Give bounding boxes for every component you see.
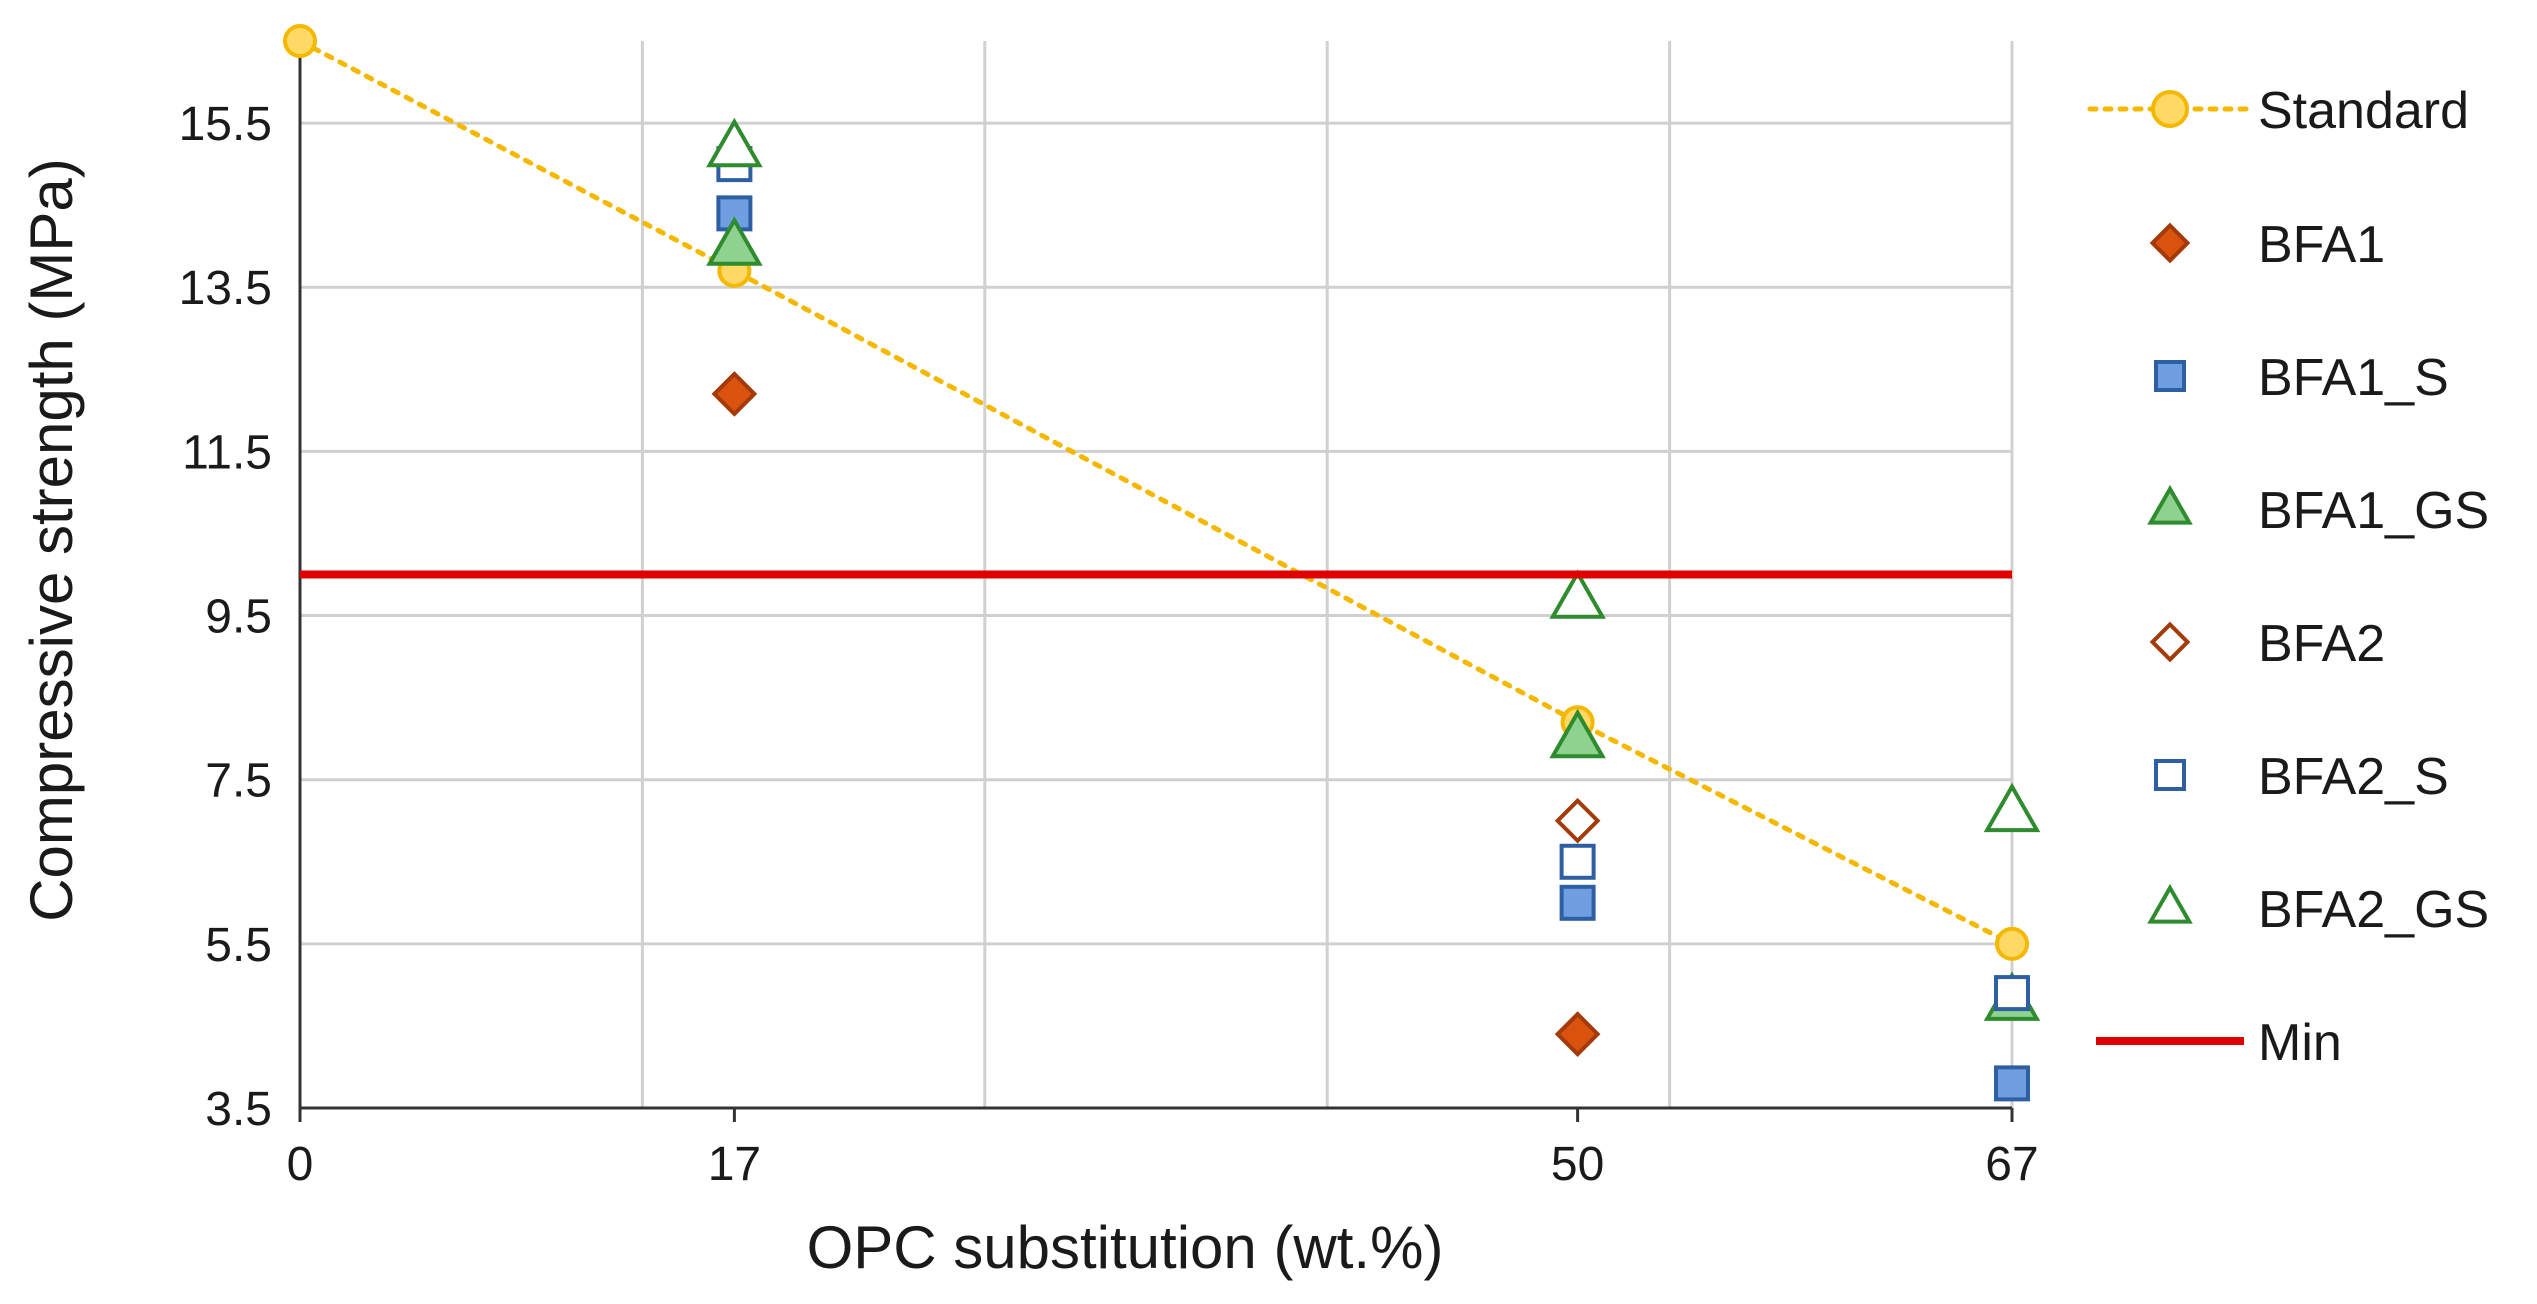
legend-label-bfa1: BFA1 xyxy=(2258,216,2385,274)
data-point-bfa2-gs xyxy=(706,117,763,168)
legend-label-bfa2-s: BFA2_S xyxy=(2258,748,2449,806)
legend-label-min: Min xyxy=(2258,1014,2342,1072)
data-point-bfa2 xyxy=(1554,797,1601,844)
series-line-standard xyxy=(297,38,2015,947)
y-tick-label: 15.5 xyxy=(179,98,272,151)
y-tick-label: 9.5 xyxy=(205,591,272,644)
legend-marker-bfa2-s xyxy=(2154,759,2186,791)
legend-marker-bfa1-gs xyxy=(2147,484,2193,525)
legend-label-bfa2: BFA2 xyxy=(2258,615,2385,673)
data-point-bfa1 xyxy=(711,371,758,417)
x-axis-title: OPC substitution (wt.%) xyxy=(807,1214,1444,1281)
legend-label-bfa1-s: BFA1_S xyxy=(2258,349,2449,407)
data-point-standard xyxy=(283,24,317,58)
y-tick-label: 11.5 xyxy=(182,426,272,479)
y-axis-title: Compressive strength (MPa) xyxy=(18,158,85,922)
legend-label-bfa2-gs: BFA2_GS xyxy=(2258,881,2489,939)
x-tick-label: 0 xyxy=(287,1138,314,1191)
y-tick-label: 3.5 xyxy=(205,1083,272,1136)
data-point-bfa2-s xyxy=(1559,843,1596,880)
legend-layer: Standard BFA1 BFA1_S BFA1_GS BFA2 BFA2_S BFA2_… xyxy=(2087,82,2489,1072)
data-point-bfa2-gs xyxy=(1549,569,1606,619)
data-point-bfa1-s xyxy=(1559,884,1596,921)
series-layer xyxy=(283,24,2041,1102)
x-tick-label: 17 xyxy=(708,1138,761,1191)
legend-marker-bfa2-gs xyxy=(2147,883,2193,924)
data-point-bfa1-gs xyxy=(1549,708,1606,759)
legend-label-standard: Standard xyxy=(2258,82,2469,140)
data-point-bfa2-s xyxy=(1994,975,2030,1012)
y-tick-label: 5.5 xyxy=(205,919,272,972)
legend-label-bfa1-gs: BFA1_GS xyxy=(2258,482,2489,540)
legend-marker-bfa2 xyxy=(2149,621,2191,663)
data-point-bfa1-s xyxy=(1994,1065,2030,1102)
x-tick-label: 50 xyxy=(1551,1138,1604,1191)
y-tick-label: 7.5 xyxy=(205,755,272,808)
data-point-bfa1-gs xyxy=(706,216,763,266)
legend-marker-bfa1 xyxy=(2149,222,2191,264)
data-point-standard xyxy=(1995,926,2029,961)
data-point-bfa1 xyxy=(1554,1011,1601,1057)
y-tick-label: 13.5 xyxy=(179,262,272,315)
data-point-bfa2-gs xyxy=(1983,782,2041,833)
x-tick-label: 67 xyxy=(1985,1138,2038,1191)
legend-marker-bfa1-s xyxy=(2154,360,2186,392)
axis-layer: 3.5 5.5 7.5 9.5 11.5 13.5 15.5 0 17 50 67 xyxy=(179,33,2039,1191)
legend-marker-standard xyxy=(2151,90,2189,128)
